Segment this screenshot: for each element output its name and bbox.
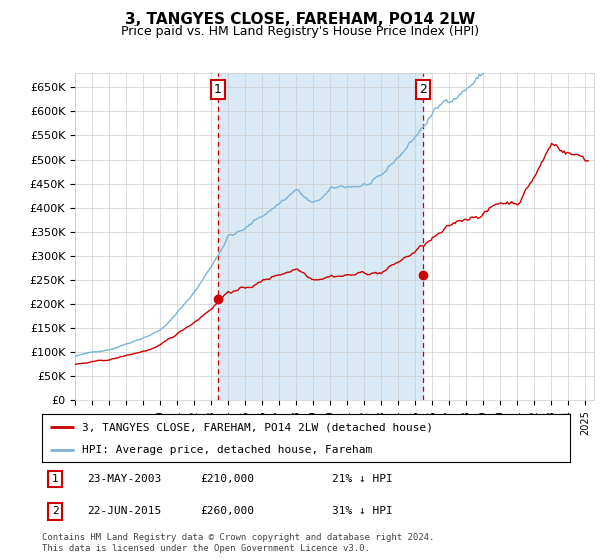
Bar: [218, 73, 424, 400]
Text: 1: 1: [214, 83, 222, 96]
Text: 3, TANGYES CLOSE, FAREHAM, PO14 2LW: 3, TANGYES CLOSE, FAREHAM, PO14 2LW: [125, 12, 475, 27]
Text: 3, TANGYES CLOSE, FAREHAM, PO14 2LW (detached house): 3, TANGYES CLOSE, FAREHAM, PO14 2LW (det…: [82, 422, 433, 432]
Text: Price paid vs. HM Land Registry's House Price Index (HPI): Price paid vs. HM Land Registry's House …: [121, 25, 479, 38]
Text: 1: 1: [52, 474, 59, 484]
Text: 21% ↓ HPI: 21% ↓ HPI: [332, 474, 393, 484]
Text: 31% ↓ HPI: 31% ↓ HPI: [332, 506, 393, 516]
Text: 2: 2: [419, 83, 427, 96]
Text: HPI: Average price, detached house, Fareham: HPI: Average price, detached house, Fare…: [82, 445, 372, 455]
Text: 22-JUN-2015: 22-JUN-2015: [87, 506, 161, 516]
Text: £260,000: £260,000: [200, 506, 254, 516]
Text: £210,000: £210,000: [200, 474, 254, 484]
Text: 2: 2: [52, 506, 59, 516]
Text: Contains HM Land Registry data © Crown copyright and database right 2024.
This d: Contains HM Land Registry data © Crown c…: [42, 533, 434, 553]
Text: 23-MAY-2003: 23-MAY-2003: [87, 474, 161, 484]
